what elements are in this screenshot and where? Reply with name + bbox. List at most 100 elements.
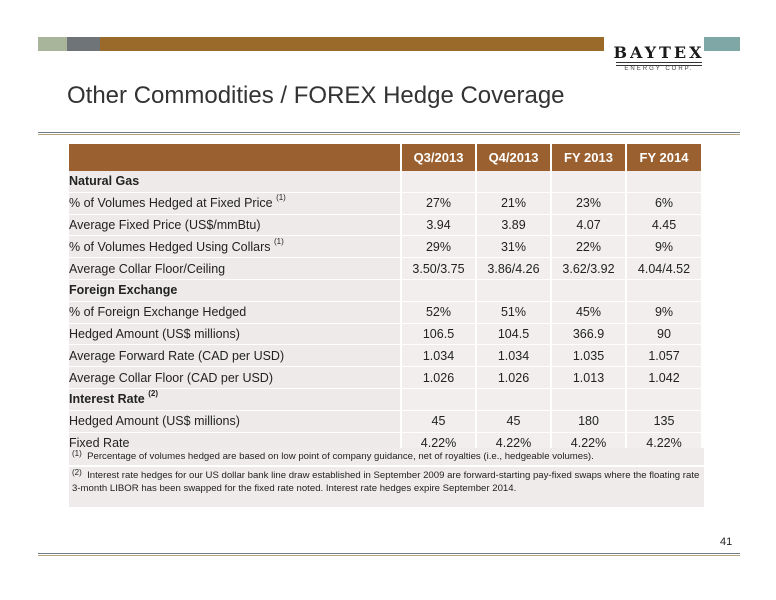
table-cell: 27% <box>402 192 475 215</box>
table-cell: 51% <box>477 301 550 324</box>
row-label: Hedged Amount (US$ millions) <box>69 414 240 429</box>
footnotes: (1) Percentage of volumes hedged are bas… <box>69 448 704 509</box>
row-label: % of Volumes Hedged Using Collars <box>69 239 271 254</box>
row-label: Fixed Rate <box>69 435 130 450</box>
logo-rule-top <box>616 62 702 63</box>
footnote-reference: (1) <box>276 193 286 203</box>
row-label: Hedged Amount (US$ millions) <box>69 326 240 341</box>
logo-name: BAYTEX <box>613 43 705 62</box>
table-cell <box>627 279 701 302</box>
row-label-cell: % of Volumes Hedged Using Collars (1) <box>69 236 400 259</box>
row-label: Average Forward Rate (CAD per USD) <box>69 348 285 363</box>
page-title: Other Commodities / FOREX Hedge Coverage <box>67 82 565 109</box>
table-cell: 1.026 <box>477 367 550 389</box>
footnote-reference: (1) <box>273 236 284 246</box>
table-cell: 1.057 <box>627 345 701 368</box>
table-cell: 3.86/4.26 <box>477 258 550 280</box>
header-bar-segment-brown <box>100 37 604 51</box>
row-label-cell: % of Foreign Exchange Hedged <box>69 301 400 324</box>
footnote-reference: (2) <box>148 389 158 399</box>
table-row: Average Fixed Price (US$/mmBtu) 3.94 3.89 4… <box>69 214 701 237</box>
table-cell: 1.034 <box>402 345 475 368</box>
table-section-row: Natural Gas <box>69 171 701 193</box>
page-number: 41 <box>720 536 733 548</box>
table-row: Hedged Amount (US$ millions) 45 45 180 135 <box>69 410 701 433</box>
table-cell <box>552 279 625 302</box>
header-bar-segment-green <box>38 37 67 51</box>
baytex-logo: BAYTEX ENERGY CORP. <box>612 43 706 81</box>
table-cell: 106.5 <box>402 323 475 346</box>
table-cell: 4.04/4.52 <box>627 258 701 280</box>
footer-divider <box>38 553 740 556</box>
table-row: % of Volumes Hedged Using Collars (1) 29%… <box>69 236 701 259</box>
row-label-cell: Foreign Exchange <box>69 279 400 302</box>
hedge-coverage-table: Q3/2013 Q4/2013 FY 2013 FY 2014 Natural … <box>67 144 703 455</box>
table-cell: 6% <box>627 192 701 215</box>
row-label: Average Fixed Price (US$/mmBtu) <box>69 217 261 232</box>
row-label-cell: Average Collar Floor/Ceiling <box>69 258 400 280</box>
table-cell <box>627 171 701 193</box>
table-cell: 3.89 <box>477 214 550 237</box>
footnote-text: Interest rate hedges for our US dollar b… <box>72 470 700 494</box>
header-blank-cell <box>69 144 400 171</box>
row-label-cell: Interest Rate (2) <box>69 388 400 411</box>
table-cell <box>477 171 550 193</box>
row-label-cell: Natural Gas <box>69 171 400 193</box>
table-cell: 1.042 <box>627 367 701 389</box>
column-header: FY 2013 <box>552 144 625 171</box>
table-cell <box>627 388 701 411</box>
table-cell: 3.50/3.75 <box>402 258 475 280</box>
column-header: FY 2014 <box>627 144 701 171</box>
column-header: Q3/2013 <box>402 144 475 171</box>
table-cell: 31% <box>477 236 550 259</box>
table-cell: 3.62/3.92 <box>552 258 625 280</box>
column-header: Q4/2013 <box>477 144 550 171</box>
table-cell <box>477 388 550 411</box>
row-label-cell: Average Fixed Price (US$/mmBtu) <box>69 214 400 237</box>
table-cell <box>402 279 475 302</box>
table-row: % of Foreign Exchange Hedged 52% 51% 45% 9% <box>69 301 701 324</box>
table-row: Hedged Amount (US$ millions) 106.5 104.5 36… <box>69 323 701 346</box>
table-cell: 45% <box>552 301 625 324</box>
table-row: % of Volumes Hedged at Fixed Price (1) 27… <box>69 192 701 215</box>
logo-rule-bottom <box>616 65 702 66</box>
footnote-marker: (2) <box>72 468 82 477</box>
row-label: % of Volumes Hedged at Fixed Price <box>69 196 273 211</box>
table-cell: 45 <box>402 410 475 433</box>
footnote-1: (1) Percentage of volumes hedged are bas… <box>69 448 704 465</box>
row-label-cell: Average Collar Floor (CAD per USD) <box>69 367 400 389</box>
row-label-cell: % of Volumes Hedged at Fixed Price (1) <box>69 192 400 215</box>
table-section-row: Foreign Exchange <box>69 279 701 302</box>
table-cell <box>402 388 475 411</box>
table-cell: 104.5 <box>477 323 550 346</box>
table-row: Average Collar Floor (CAD per USD) 1.026 1… <box>69 367 701 389</box>
table-cell: 45 <box>477 410 550 433</box>
table-header-row: Q3/2013 Q4/2013 FY 2013 FY 2014 <box>69 144 701 171</box>
table-cell <box>552 388 625 411</box>
table-cell: 1.035 <box>552 345 625 368</box>
table-row: Average Forward Rate (CAD per USD) 1.034 1… <box>69 345 701 368</box>
table-cell: 366.9 <box>552 323 625 346</box>
table-cell: 3.94 <box>402 214 475 237</box>
table-cell: 1.013 <box>552 367 625 389</box>
footnote-text: Percentage of volumes hedged are based o… <box>87 451 594 462</box>
row-label: Foreign Exchange <box>69 283 178 298</box>
header-color-bar <box>38 37 604 51</box>
table-cell: 29% <box>402 236 475 259</box>
header-bar-segment-gray <box>67 37 100 51</box>
row-label: % of Foreign Exchange Hedged <box>69 305 247 320</box>
row-label-cell: Hedged Amount (US$ millions) <box>69 410 400 433</box>
table-row: Average Collar Floor/Ceiling 3.50/3.75 3.8… <box>69 258 701 280</box>
table-cell <box>552 171 625 193</box>
table-cell: 4.07 <box>552 214 625 237</box>
table-cell: 22% <box>552 236 625 259</box>
logo-subtitle: ENERGY CORP. <box>624 66 694 72</box>
table-cell: 23% <box>552 192 625 215</box>
title-divider <box>38 132 740 135</box>
row-label: Average Collar Floor (CAD per USD) <box>69 370 273 385</box>
table-cell: 9% <box>627 236 701 259</box>
table-body: Natural Gas % of Volumes Hedged at Fixed … <box>69 171 701 455</box>
footnote-2: (2) Interest rate hedges for our US doll… <box>69 467 704 507</box>
table-cell <box>402 171 475 193</box>
row-label-cell: Average Forward Rate (CAD per USD) <box>69 345 400 368</box>
